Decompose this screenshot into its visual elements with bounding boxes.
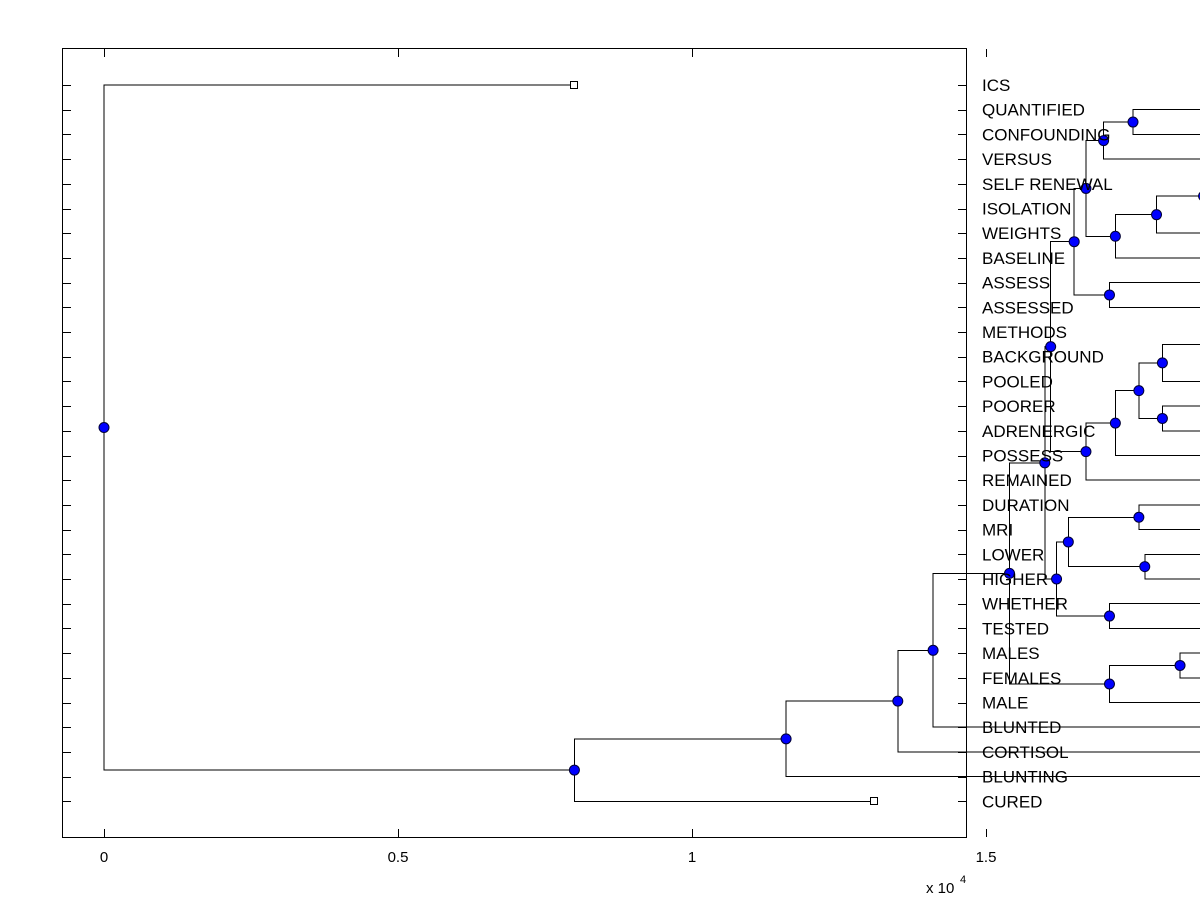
leaf-label: CORTISOL — [982, 743, 1069, 762]
leaf-label: ASSESSED — [982, 298, 1074, 317]
leaf-label: TESTED — [982, 619, 1049, 638]
dendrogram-link — [103, 84, 575, 771]
merge-node — [1127, 116, 1139, 128]
merge-node — [1004, 567, 1016, 579]
leaf-label: MALES — [982, 644, 1040, 663]
merge-node — [1045, 341, 1057, 353]
leaf-label: MALE — [982, 694, 1028, 713]
plot-frame — [62, 48, 967, 838]
dendrogram-link — [1103, 121, 1200, 160]
leaf-label: DURATION — [982, 496, 1070, 515]
x-tick-label: 1.5 — [976, 849, 997, 866]
leaf-label: BACKGROUND — [982, 348, 1104, 367]
leaf-marker — [870, 797, 878, 805]
leaf-label: ADRENERGIC — [982, 422, 1095, 441]
leaf-label: METHODS — [982, 323, 1067, 342]
merge-node — [1103, 678, 1115, 690]
dendrogram-link — [1161, 343, 1200, 382]
leaf-label: MRI — [982, 521, 1013, 540]
merge-node — [1080, 446, 1092, 458]
leaf-marker — [570, 81, 578, 89]
dendrogram-link — [1114, 390, 1200, 456]
merge-node — [1098, 135, 1110, 147]
merge-node — [1051, 573, 1063, 585]
leaf-label: REMAINED — [982, 471, 1072, 490]
merge-node — [1156, 412, 1168, 424]
dendrogram-link — [1067, 516, 1145, 568]
merge-node — [98, 422, 110, 434]
merge-node — [1109, 417, 1121, 429]
leaf-label: WEIGHTS — [982, 224, 1061, 243]
leaf-label: CURED — [982, 792, 1042, 811]
leaf-label: BLUNTED — [982, 718, 1061, 737]
leaf-label: ICS — [982, 76, 1010, 95]
x-multiplier-exponent: 4 — [960, 874, 966, 886]
leaf-label: LOWER — [982, 545, 1044, 564]
merge-node — [1103, 610, 1115, 622]
x-axis: 00.511.522.5 — [100, 49, 997, 866]
merge-node — [780, 733, 792, 745]
x-multiplier: x 10 4 — [926, 874, 966, 897]
merge-node — [1151, 209, 1163, 221]
merge-node — [1103, 289, 1115, 301]
merge-node — [1133, 385, 1145, 397]
dendrogram-link — [1144, 553, 1200, 580]
merge-node — [568, 764, 580, 776]
x-tick-label: 0.5 — [388, 849, 409, 866]
y-axis-ticks — [63, 85, 966, 802]
leaf-label: CONFOUNDING — [982, 125, 1110, 144]
x-tick-label: 1 — [688, 849, 696, 866]
leaf-label: POORER — [982, 397, 1056, 416]
leaf-label: POSSESS — [982, 447, 1063, 466]
merge-node — [1156, 357, 1168, 369]
merge-node — [1139, 561, 1151, 573]
leaf-label: POOLED — [982, 372, 1053, 391]
dendrogram-link — [1108, 282, 1200, 308]
merge-nodes — [98, 116, 1200, 776]
merge-node — [1062, 536, 1074, 548]
leaf-label: SELF RENEWAL — [982, 175, 1113, 194]
merge-node — [927, 644, 939, 656]
dendrogram-link — [1108, 664, 1200, 703]
merge-node — [1080, 182, 1092, 194]
merge-node — [1068, 236, 1080, 248]
dendrogram-link — [1085, 422, 1200, 481]
leaf-labels: ICS QUANTIFIED CONFOUNDING VERSUS SELF RENEW… — [982, 76, 1113, 811]
leaf-label: HIGHER — [982, 570, 1048, 589]
dendrogram-link — [1114, 214, 1200, 259]
dendrogram-link — [1161, 405, 1200, 432]
leaf-label: FEMALES — [982, 669, 1061, 688]
dendrogram-link — [1156, 195, 1200, 234]
dendrogram-link — [1132, 109, 1200, 135]
leaf-label: ISOLATION — [982, 200, 1071, 219]
x-multiplier-label: x 10 — [926, 880, 954, 897]
merge-node — [1109, 230, 1121, 242]
leaf-label: QUANTIFIED — [982, 101, 1085, 120]
x-tick-label: 0 — [100, 849, 108, 866]
merge-node — [1174, 659, 1186, 671]
dendrogram-link — [573, 738, 875, 802]
leaf-markers — [570, 81, 878, 805]
merge-node — [1133, 511, 1145, 523]
leaf-label: BLUNTING — [982, 768, 1068, 787]
leaf-label: WHETHER — [982, 595, 1068, 614]
merge-node — [1039, 457, 1051, 469]
leaf-label: BASELINE — [982, 249, 1065, 268]
leaf-label: ASSESS — [982, 274, 1050, 293]
dendrogram-link — [1138, 504, 1200, 531]
dendrogram-link — [1108, 603, 1200, 629]
leaf-label: VERSUS — [982, 150, 1052, 169]
merge-node — [892, 695, 904, 707]
